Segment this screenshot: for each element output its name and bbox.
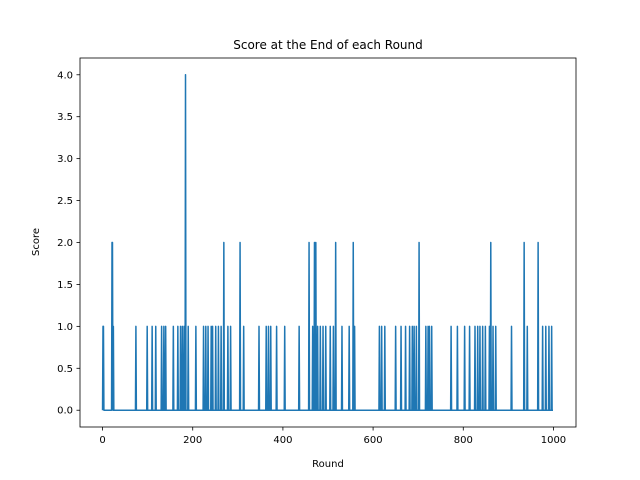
x-tick-label: 0	[99, 435, 105, 446]
y-tick-label: 1.5	[57, 280, 73, 291]
x-tick-label: 800	[454, 435, 473, 446]
x-axis-label: Round	[312, 459, 344, 470]
y-tick-label: 2.5	[57, 196, 73, 207]
y-tick-label: 1.0	[57, 322, 73, 333]
y-axis-label: Score	[31, 228, 42, 256]
chart-title: Score at the End of each Round	[233, 38, 423, 52]
y-tick-label: 0.0	[57, 406, 73, 417]
y-tick-label: 3.5	[57, 112, 73, 123]
x-tick-label: 200	[183, 435, 202, 446]
plot-area: 0 200 400 600 800 1000 0.0 0.5 1.0 1.5 2.0 2.5 3.0 3.…	[57, 57, 577, 446]
y-tick-label: 0.5	[57, 364, 73, 375]
series-line-score	[101, 74, 553, 411]
y-tick-label: 3.0	[57, 154, 73, 165]
x-tick-label: 1000	[541, 435, 566, 446]
x-tick-label: 400	[273, 435, 292, 446]
y-tick-label: 2.0	[57, 238, 73, 249]
x-tick-label: 600	[364, 435, 383, 446]
y-tick-label: 4.0	[57, 70, 73, 81]
